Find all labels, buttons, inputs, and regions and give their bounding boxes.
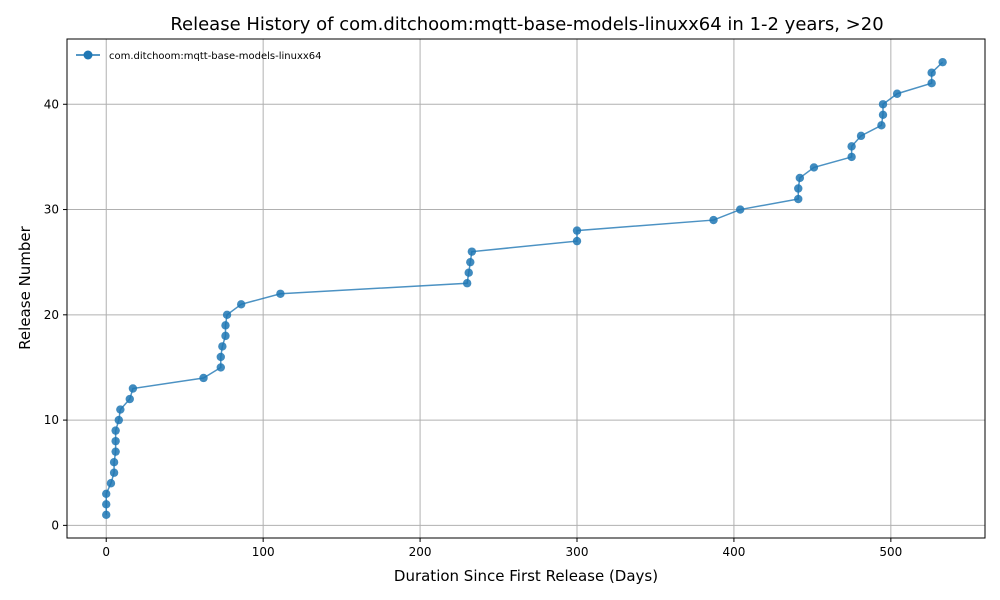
data-point (877, 121, 886, 130)
x-tick-label: 200 (409, 545, 432, 559)
data-point (462, 279, 472, 288)
axis-ticks: 0 100 200 300 400 500 0 10 20 30 40 (44, 97, 903, 559)
x-axis-label: Duration Since First Release (Days) (394, 567, 658, 585)
x-tick-label: 300 (566, 545, 589, 559)
grid-lines (67, 39, 985, 538)
data-point (795, 173, 805, 183)
legend: com.ditchoom:mqtt-base-models-linuxx64 (76, 50, 322, 62)
data-point (709, 215, 718, 225)
x-tick-label: 0 (102, 545, 110, 559)
data-point (794, 194, 803, 204)
data-point (111, 447, 120, 456)
y-tick-label: 0 (51, 518, 59, 532)
y-axis-label: Release Number (16, 225, 34, 349)
data-point (892, 89, 902, 98)
data-point (276, 289, 285, 298)
data-point (736, 205, 745, 214)
data-point (467, 247, 477, 256)
data-point (102, 510, 111, 520)
data-point (114, 415, 123, 425)
data-point (128, 384, 138, 393)
data-point (221, 321, 230, 330)
data-point (794, 184, 803, 193)
data-point (464, 268, 473, 277)
data-point (856, 131, 866, 141)
chart-title: Release History of com.ditchoom:mqtt-bas… (170, 14, 883, 35)
data-point (109, 468, 119, 477)
y-tick-label: 20 (44, 308, 59, 322)
y-tick-label: 40 (44, 97, 59, 111)
data-point (878, 110, 888, 119)
data-point (466, 257, 475, 267)
data-point (102, 489, 111, 498)
x-tick-label: 500 (879, 545, 902, 559)
legend-marker-swatch (83, 50, 93, 60)
data-point (116, 405, 125, 414)
data-point (199, 373, 208, 383)
data-point (809, 163, 819, 172)
data-point (847, 142, 856, 151)
data-point (927, 68, 936, 77)
legend-entry-label: com.ditchoom:mqtt-base-models-linuxx64 (109, 51, 322, 62)
data-point (221, 331, 230, 341)
data-point (216, 363, 225, 372)
data-point (218, 342, 227, 351)
series-group (102, 57, 947, 520)
data-point (109, 458, 119, 467)
x-tick-label: 100 (252, 545, 275, 559)
data-point (222, 310, 232, 320)
data-point (572, 226, 582, 235)
data-point (927, 79, 936, 88)
data-point (102, 500, 111, 509)
data-point (236, 300, 246, 309)
data-point (847, 152, 856, 162)
plot-frame (66, 38, 986, 539)
data-point (125, 394, 134, 404)
data-point (878, 100, 888, 109)
y-tick-label: 10 (44, 413, 59, 427)
data-point (106, 479, 116, 488)
data-point (938, 57, 947, 67)
data-point (111, 436, 120, 446)
data-point (216, 352, 225, 362)
y-tick-label: 30 (44, 203, 59, 217)
x-tick-label: 400 (722, 545, 745, 559)
data-point (111, 426, 120, 435)
data-point (572, 236, 582, 246)
